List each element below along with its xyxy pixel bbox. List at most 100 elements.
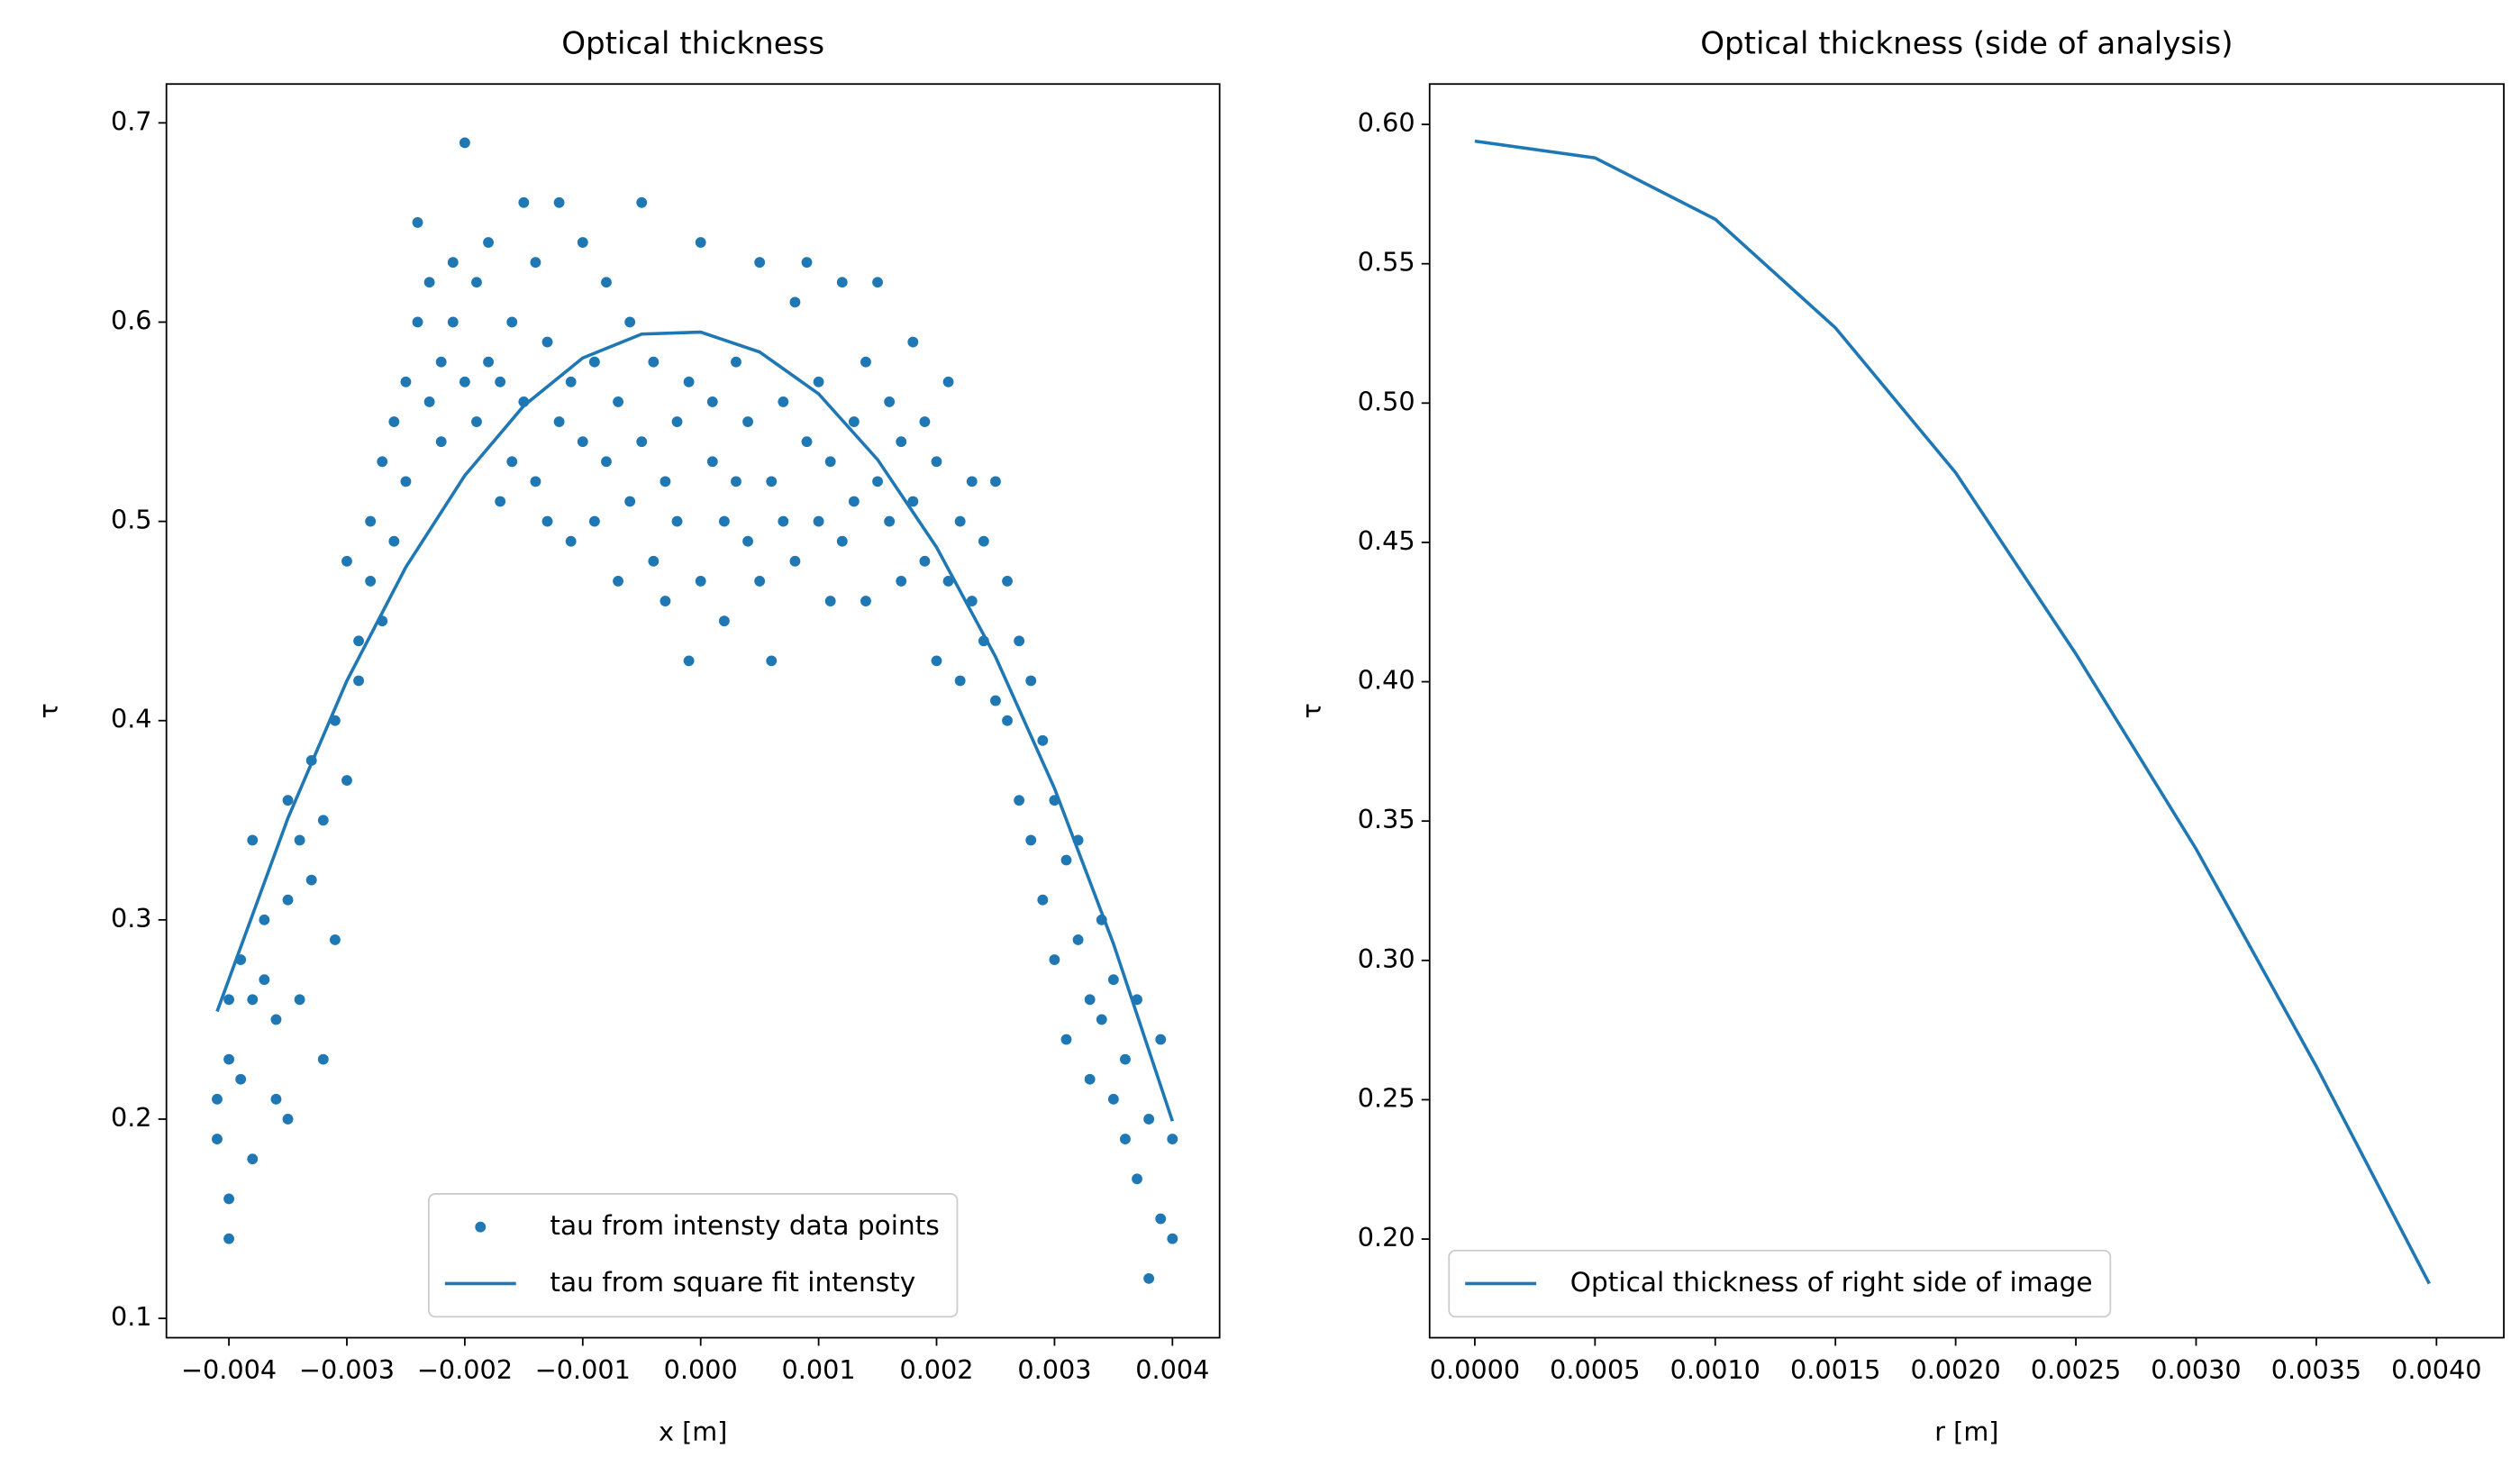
y-tick-label: 0.45 [1358,525,1415,556]
data-point [1143,1114,1155,1125]
data-point [919,555,931,567]
data-point [212,1093,223,1105]
data-point [495,496,506,507]
data-point [1167,1134,1178,1144]
data-point [553,416,565,427]
y-tick-label: 0.35 [1358,804,1415,834]
data-point [754,257,766,269]
data-point [1107,1093,1119,1105]
data-point [671,416,683,427]
data-point [341,775,352,786]
data-point [447,257,459,269]
y-tick-label: 0.3 [111,903,152,934]
legend-label: tau from square fit intensty [550,1267,915,1298]
data-point [317,815,329,826]
axes: Optical thickness (side of analysis) r [m… [1296,26,2505,1446]
data-point [400,476,412,487]
data-point [353,675,364,687]
data-point [718,515,730,527]
data-point [270,1093,282,1105]
data-point [884,515,896,527]
x-tick-label: 0.0025 [2031,1354,2121,1385]
data-point [518,196,530,208]
legend-box [1448,1249,2112,1318]
data-point [365,576,377,587]
x-tick-label: 0.0015 [1790,1354,1880,1385]
data-point [824,596,836,606]
legend-label: Optical thickness of right side of image [1570,1267,2093,1298]
data-point [778,515,789,527]
data-point [212,1134,223,1144]
data-point [1143,1272,1155,1284]
data-point [577,237,588,248]
data-point [718,615,730,627]
data-point [648,356,660,368]
data-point [613,576,623,587]
data-point [813,376,824,387]
data-point [1132,1173,1142,1185]
data-point [848,496,860,507]
x-tick-label: 0.0035 [2271,1354,2361,1385]
data-point [1014,635,1025,647]
data-point [459,137,470,149]
data-point [931,655,942,667]
data-point [601,456,612,468]
data-point [435,356,447,368]
data-point [471,277,482,288]
chart-title: Optical thickness [561,26,824,62]
data-point [1167,1233,1178,1244]
data-point [636,436,648,448]
data-point [624,496,636,507]
data-point [1037,734,1049,746]
data-point [613,396,623,407]
data-line [215,330,1175,1122]
x-axis-label: x [m] [659,1416,727,1446]
data-point [282,1114,294,1125]
data-point [259,914,270,925]
data-point [553,196,565,208]
data-point [435,436,447,448]
data-point [860,356,871,368]
data-point [742,416,753,427]
data-point [259,974,270,986]
data-point [329,934,341,945]
data-point [824,456,836,468]
data-point [706,396,718,407]
data-point [483,237,494,248]
data-point [388,535,400,547]
x-tick-label: −0.003 [299,1354,395,1385]
data-point [495,376,506,387]
data-point [801,436,813,448]
data-point [695,576,706,587]
data-point [530,257,541,269]
data-point [766,655,778,667]
data-point [954,675,966,687]
data-point [990,695,1001,706]
data-point [341,555,352,567]
data-point [801,257,813,269]
legend-marker [475,1221,487,1233]
x-tick-label: 0.003 [1017,1354,1091,1385]
legend-box [427,1193,959,1318]
y-tick-label: 0.7 [111,105,152,136]
x-tick-label: 0.001 [782,1354,856,1385]
x-tick-label: 0.002 [899,1354,973,1385]
data-point [412,316,423,328]
data-point [1002,715,1013,726]
data-point [1049,954,1060,965]
data-point [954,515,966,527]
data-point [282,894,294,906]
data-point [1072,934,1084,945]
data-point [577,436,588,448]
data-point [412,216,423,228]
y-tick-label: 0.25 [1358,1082,1415,1113]
data-point [1120,1053,1131,1065]
data-point [942,576,954,587]
y-tick-label: 0.2 [111,1102,152,1133]
y-tick-label: 0.20 [1358,1222,1415,1253]
data-point [223,1053,234,1065]
data-point [813,515,824,527]
data-point [1155,1213,1167,1225]
y-tick-label: 0.1 [111,1301,152,1332]
axes: Optical thickness x [m] τ −0.004 −0.003 −0.00… [33,26,1221,1446]
